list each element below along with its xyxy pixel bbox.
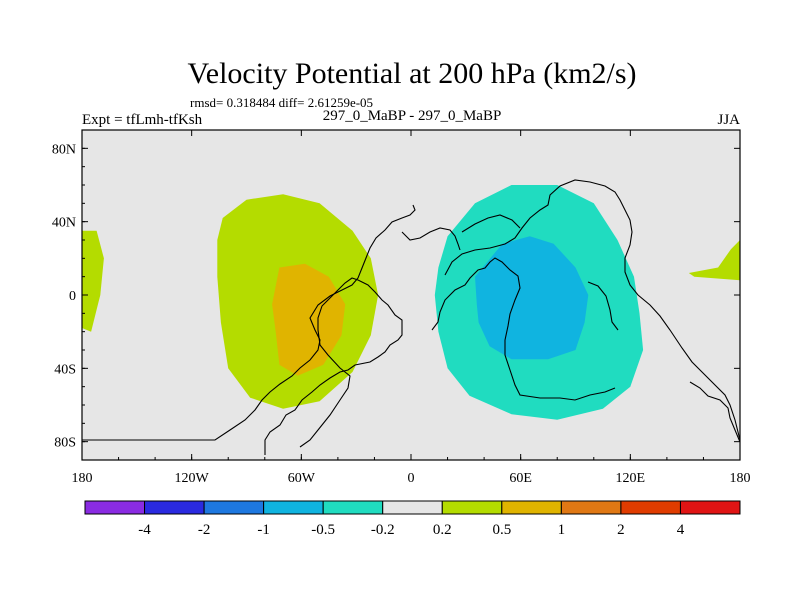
colorbar-box-4 — [322, 500, 384, 515]
x-axis: 180 120W 60W 0 60E 120E 180 — [72, 130, 751, 486]
coast-greenland — [401, 227, 461, 251]
x-tick-label: 0 — [408, 471, 415, 486]
coast-interior-2 — [587, 281, 619, 331]
colorbar-box-1 — [144, 500, 205, 515]
colorbar-box-6 — [441, 500, 503, 515]
chart-title: Velocity Potential at 200 hPa (km2/s) — [187, 57, 636, 90]
positive-anomaly-east-edge — [688, 240, 740, 281]
plot-background — [82, 130, 740, 460]
colorbar-label: -1 — [257, 522, 270, 538]
colorbar-box-0 — [84, 500, 146, 515]
colorbar-label: -0.2 — [371, 522, 395, 538]
x-tick-label: 180 — [730, 471, 751, 486]
colorbar-box-2 — [203, 500, 265, 515]
colorbar-label: 2 — [617, 522, 625, 538]
continent-outlines — [82, 179, 741, 455]
y-tick-label: 40S — [54, 362, 76, 377]
coast-africa — [431, 257, 616, 401]
colorbar-label: -0.5 — [311, 522, 335, 538]
left-label: Expt = tfLmh-tfKsh — [82, 112, 203, 128]
x-tick-label: 120E — [616, 471, 646, 486]
positive-anomaly-0.5 — [272, 263, 346, 376]
y-axis: 80N 40N 0 40S 80S — [52, 142, 740, 451]
y-tick-label: 0 — [69, 289, 76, 304]
colorbar-label: 4 — [677, 522, 685, 538]
negative-anomaly-0.5 — [475, 236, 589, 360]
colorbar-box-9 — [620, 500, 681, 515]
colorbar-box-3 — [263, 500, 324, 515]
colorbar-label: 1 — [558, 522, 566, 538]
colorbar-box-7 — [501, 500, 562, 515]
colorbar-box-10 — [679, 500, 741, 515]
colorbar-label: 0.2 — [433, 522, 452, 538]
positive-anomaly-west-edge — [82, 230, 104, 332]
chart-subtitle: rmsd= 0.318484 diff= 2.61259e-05 — [190, 95, 373, 110]
colorbar-box-5 — [382, 500, 443, 515]
colorbar: -4 -2 -1 -0.5 -0.2 0.2 0.5 1 2 4 — [84, 500, 741, 538]
coast-eurasia — [444, 179, 741, 441]
x-tick-label: 60W — [288, 471, 316, 486]
coast-interior-1 — [461, 214, 521, 233]
colorbar-label: -4 — [138, 522, 151, 538]
x-tick-label: 120W — [175, 471, 210, 486]
y-tick-label: 40N — [52, 216, 76, 231]
coast-south-america — [264, 277, 403, 455]
coast-australia — [689, 381, 741, 443]
colorbar-label: 0.5 — [492, 522, 511, 538]
x-tick-label: 60E — [509, 471, 532, 486]
y-tick-label: 80N — [52, 142, 76, 157]
colorbar-label: -2 — [198, 522, 211, 538]
colorbar-box-8 — [560, 500, 622, 515]
right-label: JJA — [717, 112, 740, 128]
coast-north-america — [82, 204, 416, 441]
plot-area — [81, 129, 741, 461]
contour-fields — [82, 185, 740, 420]
center-label: 297_0_MaBP - 297_0_MaBP — [323, 108, 502, 124]
y-tick-label: 80S — [54, 436, 76, 451]
x-tick-label: 180 — [72, 471, 93, 486]
